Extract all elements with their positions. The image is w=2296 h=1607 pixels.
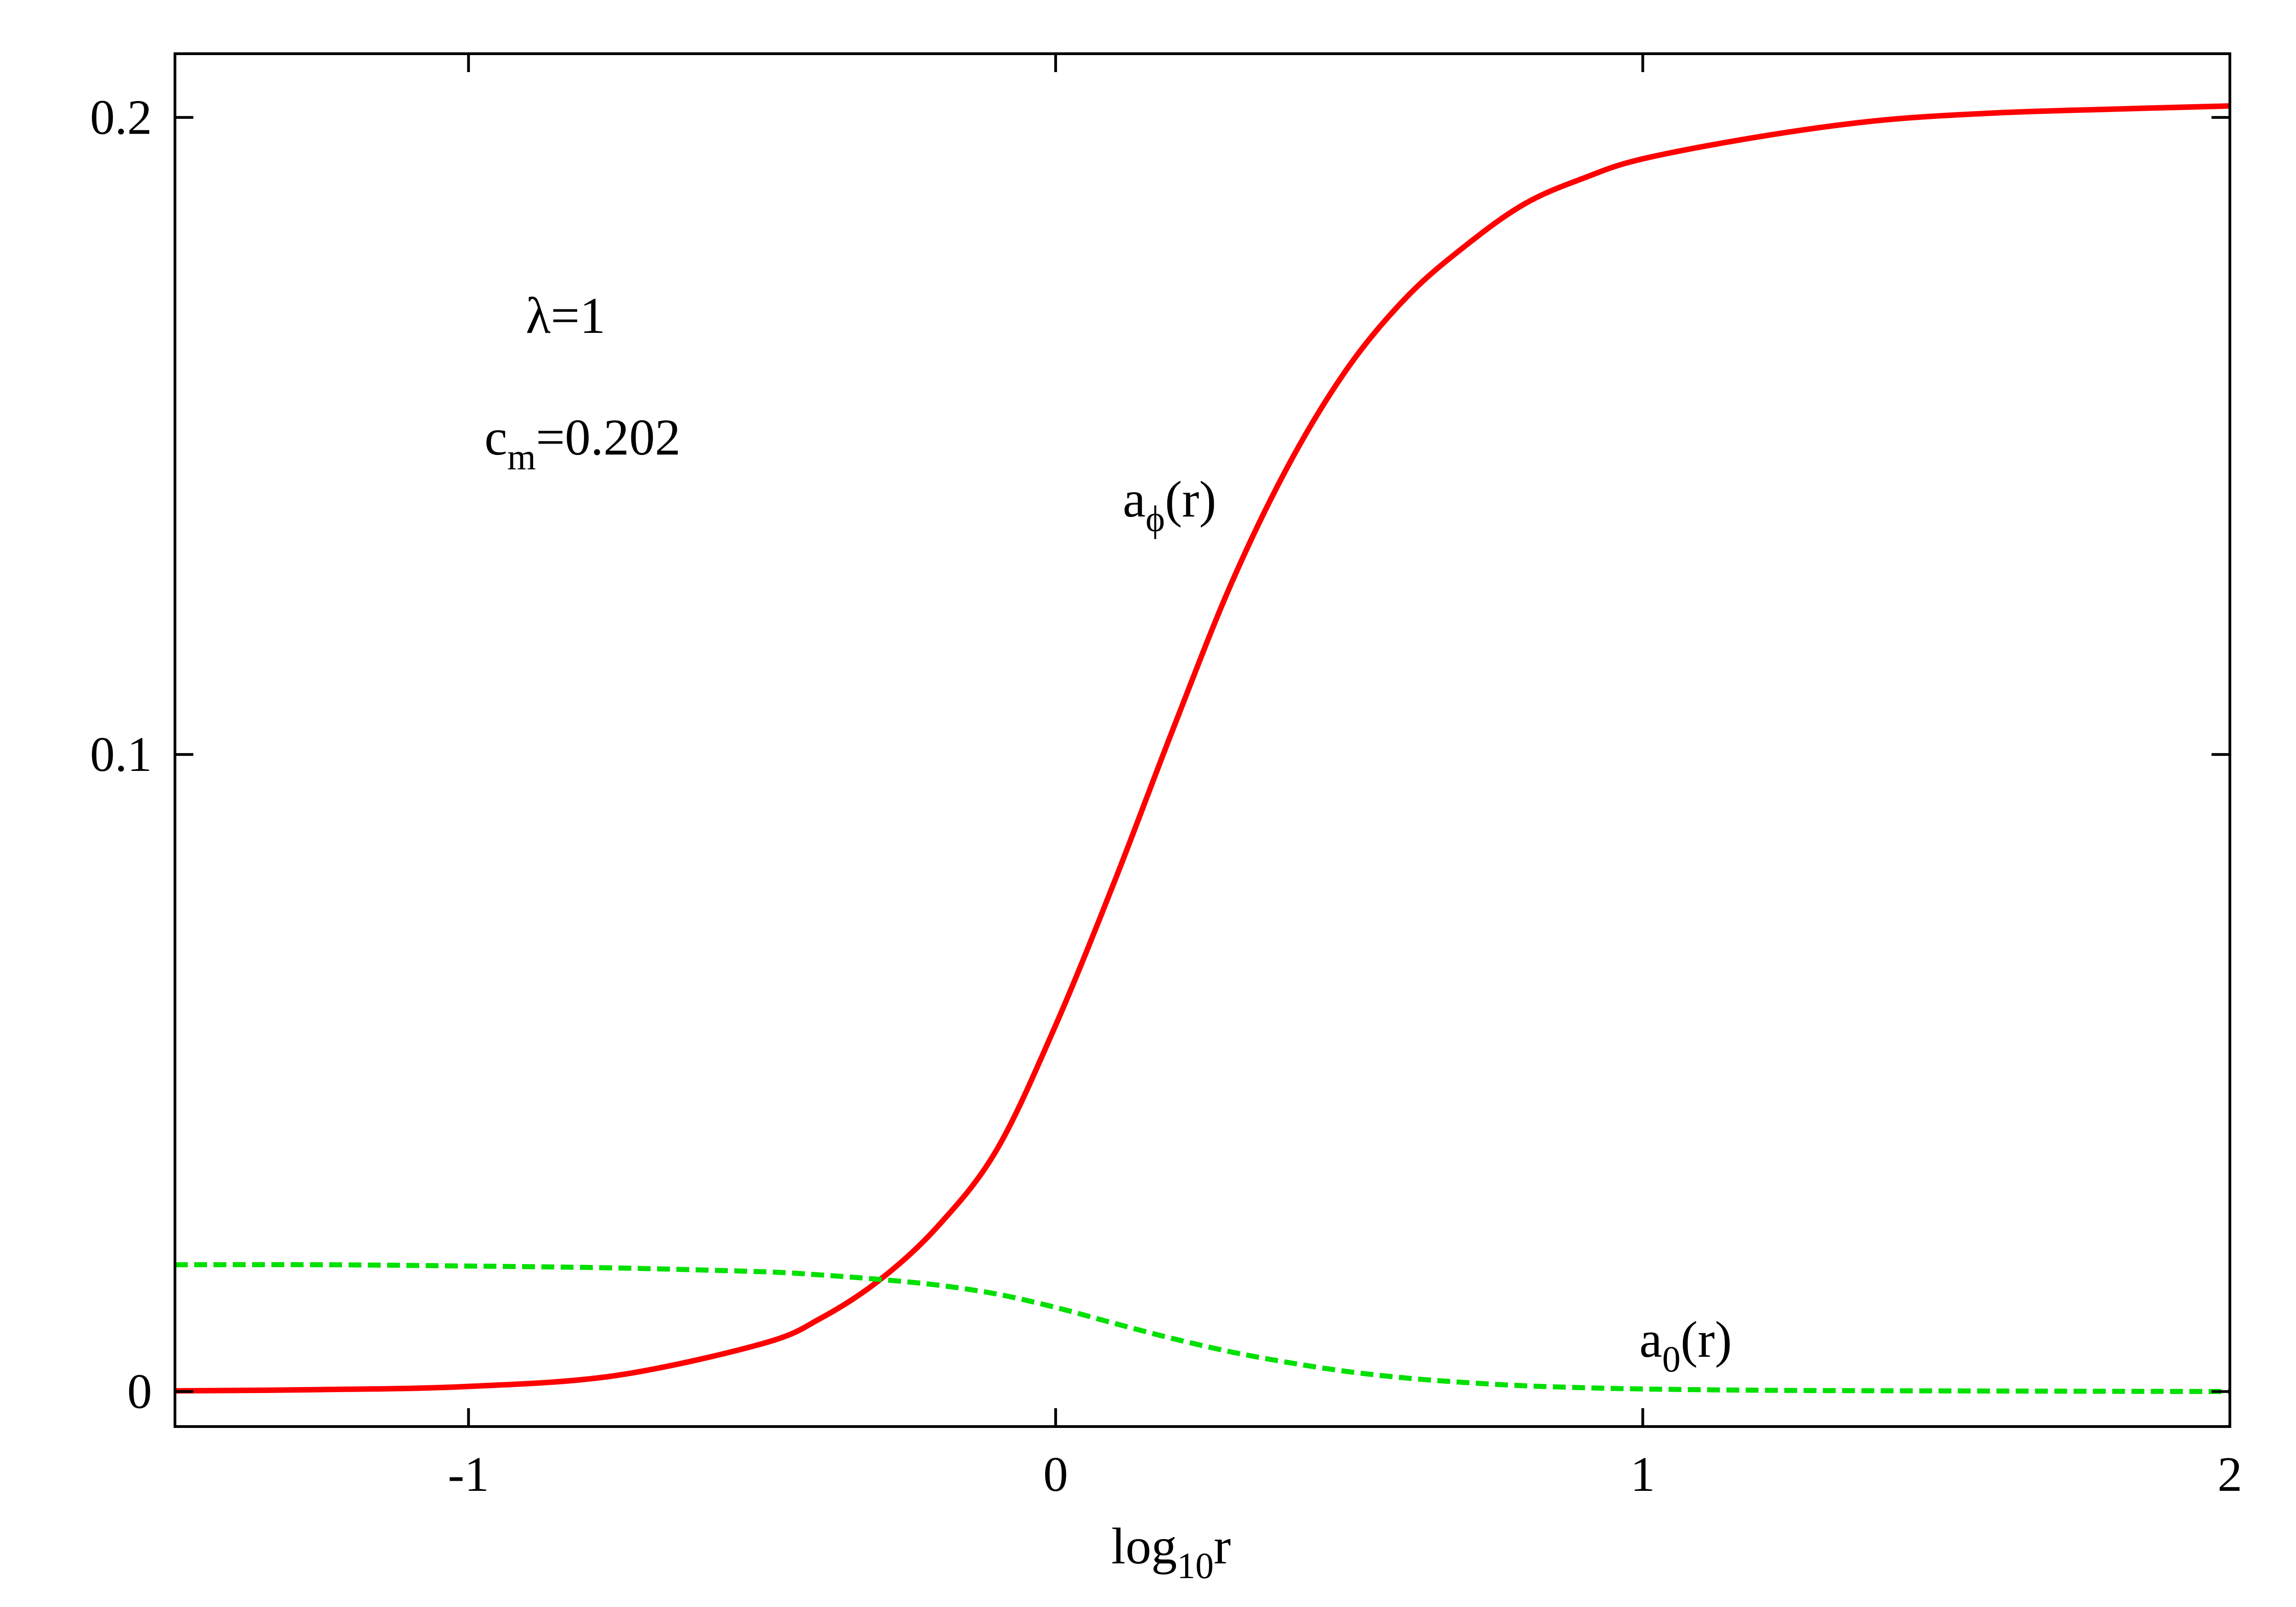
series-layer: [174, 103, 2230, 1394]
series-line-1: [174, 1262, 2230, 1394]
plot-frame: [174, 52, 2231, 1428]
x-tick-label-1: 0: [1043, 1447, 1068, 1502]
series-label-a-zero: a0(r): [1639, 1311, 1732, 1380]
tick-layer: -1 0 1 2 0 0.1 0.2: [90, 54, 2242, 1502]
x-tick-label-2: 1: [1630, 1447, 1655, 1502]
annotation-c-m: cm=0.202: [484, 409, 681, 478]
x-tick-label-3: 2: [2217, 1447, 2242, 1502]
series-label-a-phi: aϕ(r): [1123, 471, 1216, 539]
x-tick-label-0: -1: [448, 1447, 489, 1502]
annotation-lambda: λ=1: [526, 287, 605, 344]
x-axis-label: log10r: [1111, 1518, 1231, 1586]
y-tick-label-2: 0.2: [90, 90, 152, 145]
y-tick-label-0: 0: [127, 1365, 152, 1419]
series-line-0: [174, 103, 2230, 1394]
y-tick-label-1: 0.1: [90, 727, 152, 782]
